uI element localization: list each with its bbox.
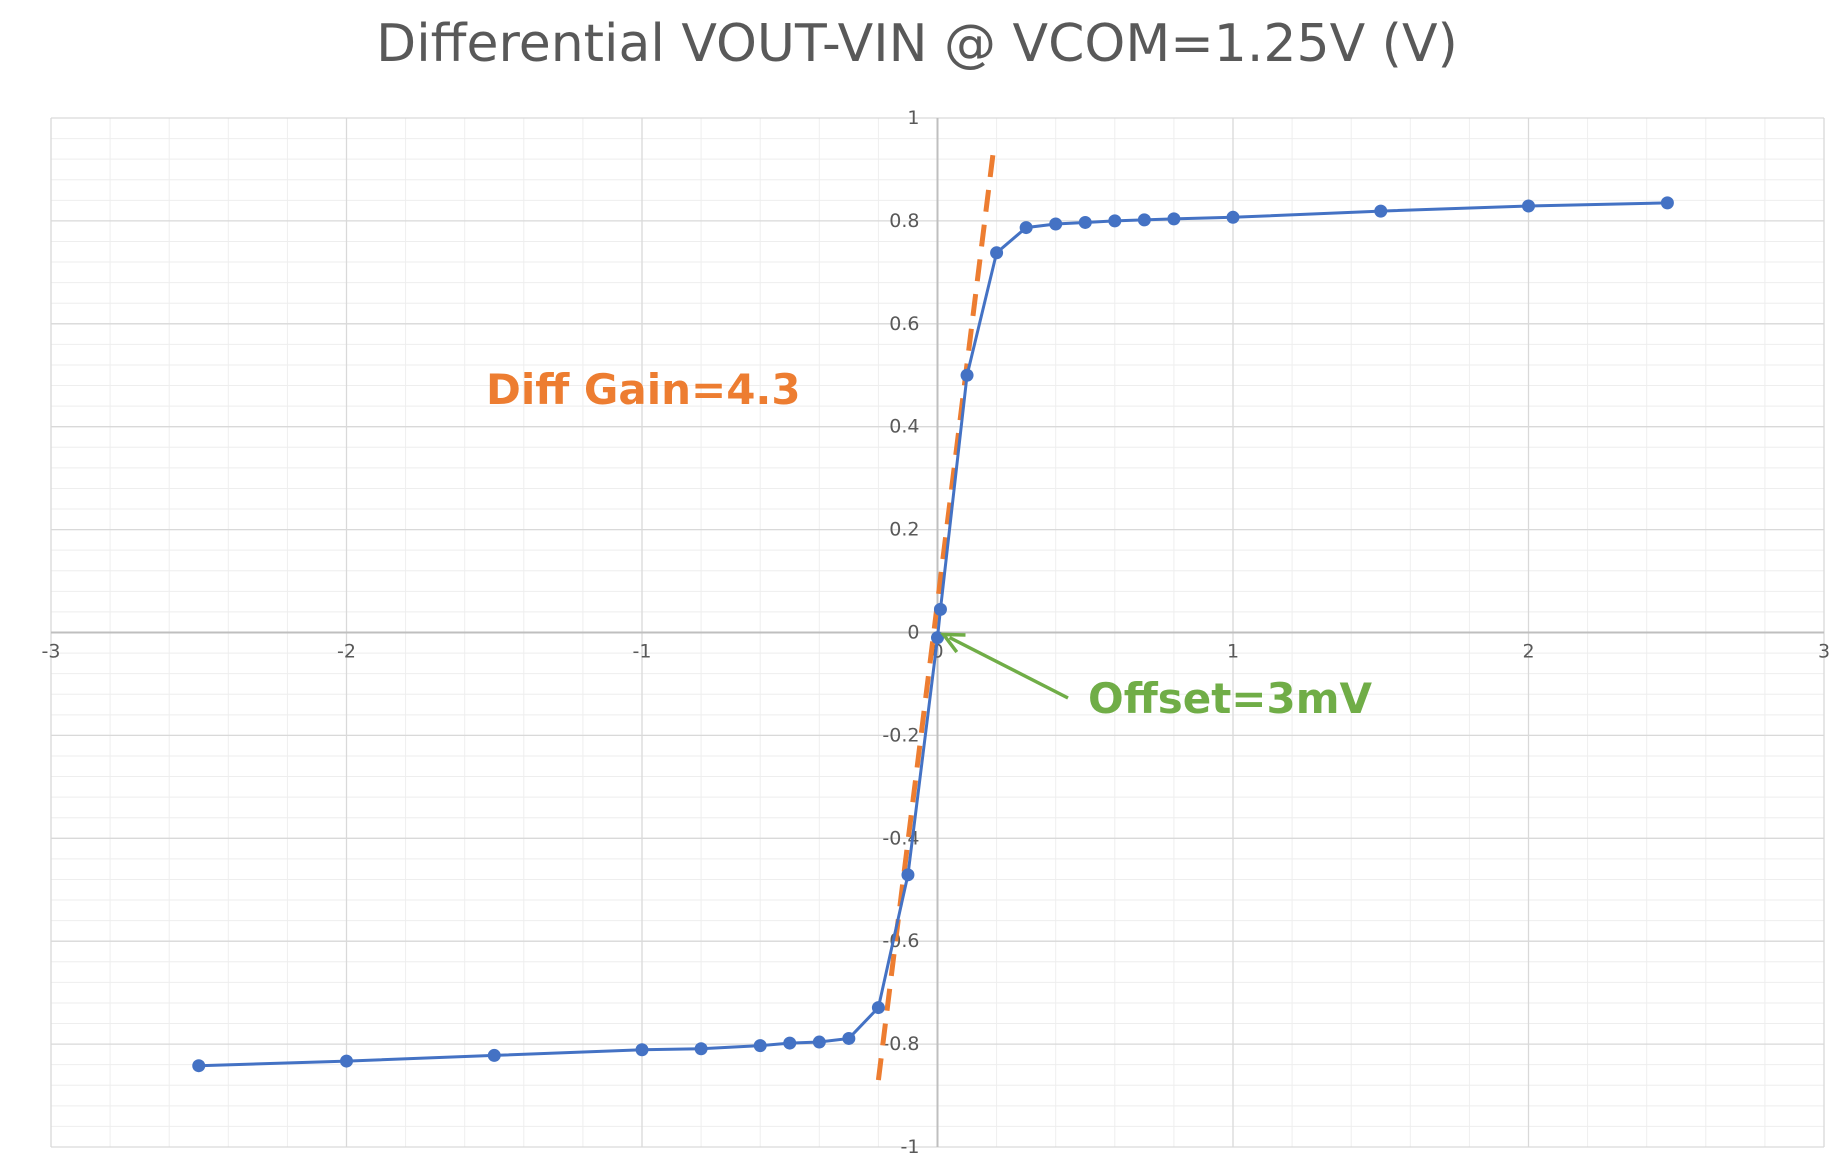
data-point xyxy=(1049,217,1063,231)
data-point xyxy=(783,1036,797,1050)
data-point xyxy=(1137,213,1151,227)
data-point xyxy=(192,1059,206,1073)
y-tick-label: -0.6 xyxy=(882,930,919,952)
annotations: Diff Gain=4.3 Offset=3mV xyxy=(486,365,1372,723)
data-point xyxy=(1226,210,1240,224)
data-point xyxy=(1108,214,1122,228)
x-tick-labels: -3 -2 -1 0 1 2 3 xyxy=(42,641,1831,663)
data-point xyxy=(1660,196,1674,210)
data-point xyxy=(1167,212,1181,226)
trendline xyxy=(875,148,997,1081)
data-point xyxy=(694,1042,708,1056)
data-point xyxy=(901,868,915,882)
data-point xyxy=(842,1031,856,1045)
data-point xyxy=(1019,221,1033,235)
y-tick-label: 0 xyxy=(907,622,919,644)
y-tick-label: 0.6 xyxy=(889,313,919,335)
y-tick-label: -1 xyxy=(901,1136,920,1158)
x-tick-label: 2 xyxy=(1522,641,1534,663)
x-tick-label: 3 xyxy=(1818,641,1830,663)
offset-arrowhead-icon xyxy=(939,632,966,654)
data-point xyxy=(933,602,947,616)
y-tick-label: -0.2 xyxy=(882,724,919,746)
x-tick-label: -2 xyxy=(337,641,356,663)
offset-arrow-line xyxy=(948,635,1069,700)
y-tick-label: -0.8 xyxy=(882,1033,919,1055)
y-tick-label: 0.4 xyxy=(889,416,919,438)
data-point xyxy=(487,1048,501,1062)
data-point xyxy=(1522,199,1535,213)
data-point xyxy=(871,1001,885,1015)
data-point xyxy=(1078,215,1092,229)
data-point xyxy=(931,631,944,645)
data-point xyxy=(753,1039,767,1053)
x-tick-label: -3 xyxy=(42,641,61,663)
data-point xyxy=(1374,204,1388,218)
y-tick-label: 1 xyxy=(907,107,919,129)
data-series xyxy=(192,196,1674,1073)
chart-title: Differential VOUT-VIN @ VCOM=1.25V (V) xyxy=(376,14,1458,74)
data-point xyxy=(990,246,1004,260)
data-point xyxy=(960,368,974,382)
data-point xyxy=(635,1043,649,1057)
x-tick-label: -1 xyxy=(633,641,652,663)
offset-annotation: Offset=3mV xyxy=(1088,674,1372,723)
y-tick-label: 0.2 xyxy=(889,519,919,541)
x-tick-label: 1 xyxy=(1227,641,1239,663)
gain-annotation: Diff Gain=4.3 xyxy=(486,365,801,414)
data-point xyxy=(812,1035,826,1049)
gain-trendline xyxy=(875,148,997,1081)
y-tick-label: 0.8 xyxy=(889,210,919,232)
data-point xyxy=(340,1054,353,1068)
